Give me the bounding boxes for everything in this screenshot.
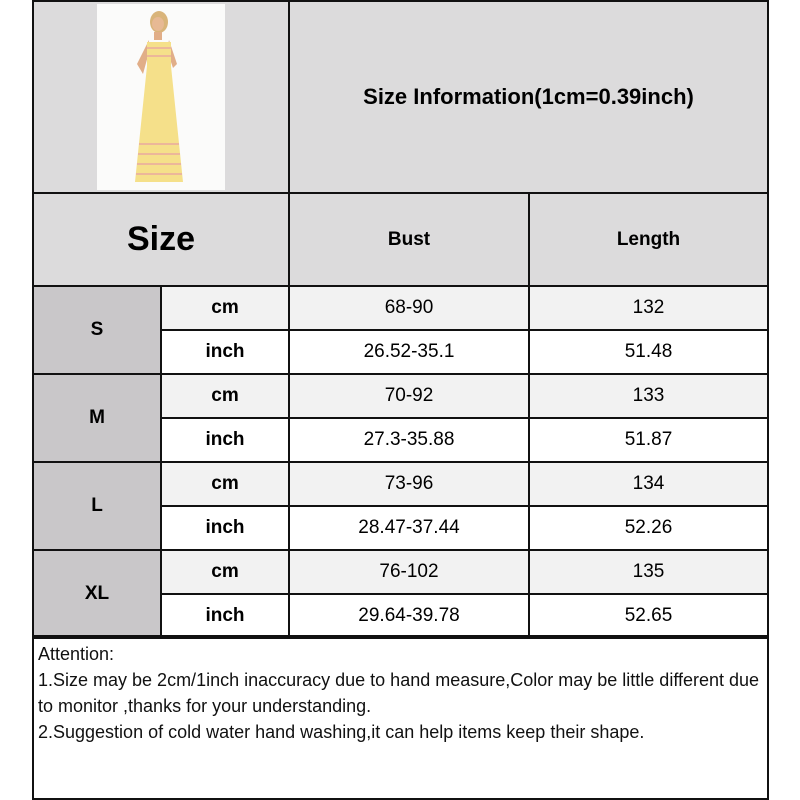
unit-label: cm: [160, 285, 290, 331]
attention-line-1: 1.Size may be 2cm/1inch inaccuracy due t…: [38, 670, 760, 716]
length-header: Length: [528, 192, 769, 287]
unit-label: cm: [160, 549, 290, 595]
unit-label: inch: [160, 329, 290, 375]
size-label: XL: [32, 549, 162, 639]
length-value: 133: [528, 373, 769, 419]
length-value: 52.26: [528, 505, 769, 551]
length-value: 134: [528, 461, 769, 507]
size-label: S: [32, 285, 162, 375]
length-value: 51.87: [528, 417, 769, 463]
size-label: M: [32, 373, 162, 463]
unit-label: cm: [160, 373, 290, 419]
bust-value: 76-102: [288, 549, 530, 595]
attention-heading: Attention:: [38, 644, 115, 664]
size-info-title: Size Information(1cm=0.39inch): [288, 0, 769, 194]
bust-value: 70-92: [288, 373, 530, 419]
product-photo: [97, 4, 225, 190]
attention-line-2: 2.Suggestion of cold water hand washing,…: [38, 722, 645, 742]
length-value: 51.48: [528, 329, 769, 375]
bust-value: 28.47-37.44: [288, 505, 530, 551]
unit-label: inch: [160, 505, 290, 551]
bust-value: 26.52-35.1: [288, 329, 530, 375]
bust-header: Bust: [288, 192, 530, 287]
size-header: Size: [32, 192, 290, 287]
bust-value: 68-90: [288, 285, 530, 331]
length-value: 135: [528, 549, 769, 595]
attention-note: Attention: 1.Size may be 2cm/1inch inacc…: [32, 635, 769, 800]
size-label: L: [32, 461, 162, 551]
product-image-cell: [32, 0, 290, 194]
unit-label: inch: [160, 417, 290, 463]
length-value: 52.65: [528, 593, 769, 639]
bust-value: 27.3-35.88: [288, 417, 530, 463]
bust-value: 73-96: [288, 461, 530, 507]
length-value: 132: [528, 285, 769, 331]
unit-label: cm: [160, 461, 290, 507]
bust-value: 29.64-39.78: [288, 593, 530, 639]
unit-label: inch: [160, 593, 290, 639]
